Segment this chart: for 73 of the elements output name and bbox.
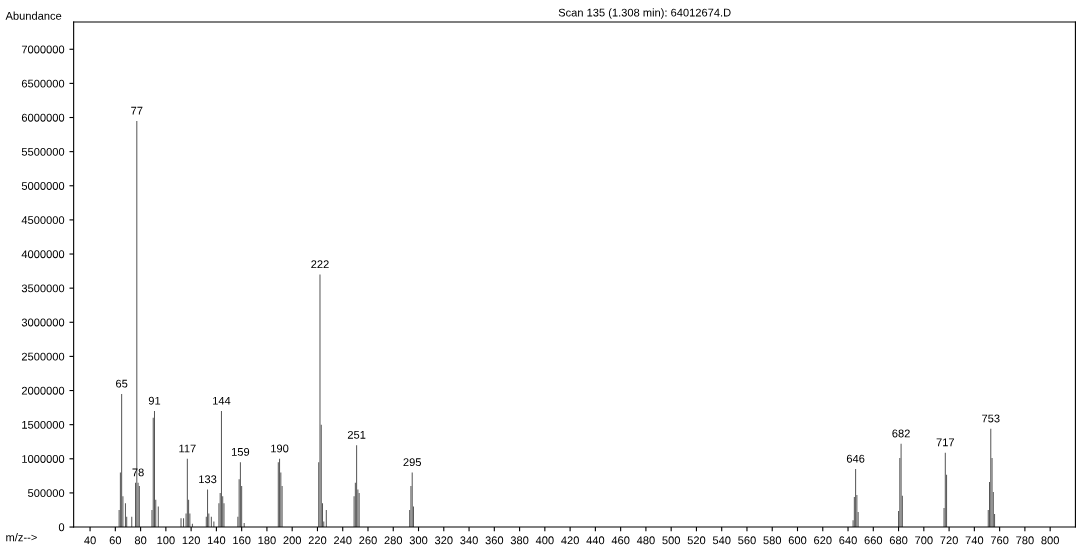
x-tick-label: 60 <box>109 536 122 545</box>
x-tick-label: 580 <box>763 536 782 545</box>
x-tick-label: 340 <box>460 536 478 545</box>
x-tick-label: 700 <box>915 536 933 545</box>
y-tick-label: 500000 <box>27 489 65 498</box>
x-tick-label: 160 <box>233 536 251 545</box>
x-tick-label: 260 <box>359 536 377 545</box>
x-tick-label: 180 <box>258 536 276 545</box>
annotation: 65 <box>116 379 128 388</box>
x-tick-label: 500 <box>662 536 681 545</box>
annotation: 251 <box>347 430 366 439</box>
x-tick-label: 560 <box>738 536 756 545</box>
y-tick-label: 5500000 <box>21 147 65 156</box>
x-tick-label: 460 <box>611 536 630 545</box>
annotation: 78 <box>132 468 144 477</box>
annotation: 159 <box>231 447 250 456</box>
x-tick-label: 100 <box>157 536 175 545</box>
x-tick-label: 440 <box>586 536 605 545</box>
y-tick-label: 4000000 <box>21 250 65 259</box>
x-tick-label: 140 <box>207 536 226 545</box>
y-tick-label: 6000000 <box>21 113 65 122</box>
y-tick-label: 1500000 <box>22 420 65 429</box>
y-tick-label: 2500000 <box>21 352 65 361</box>
x-tick-label: 320 <box>434 536 453 545</box>
x-tick-label: 720 <box>940 536 958 545</box>
x-tick-label: 420 <box>561 536 579 545</box>
annotation: 190 <box>271 444 289 453</box>
x-axis-title: m/z--> <box>6 533 37 542</box>
x-tick-label: 300 <box>409 536 428 545</box>
x-tick-label: 360 <box>485 536 504 545</box>
annotation: 117 <box>179 444 196 453</box>
x-tick-label: 520 <box>687 536 706 545</box>
x-tick-label: 680 <box>889 536 908 545</box>
annotation: 682 <box>892 429 910 438</box>
y-tick-label: 6500000 <box>21 79 65 88</box>
y-tick-label: 1000000 <box>22 455 65 463</box>
x-tick-label: 760 <box>990 536 1009 545</box>
annotation: 717 <box>936 438 955 447</box>
x-tick-label: 280 <box>384 536 403 545</box>
x-tick-label: 660 <box>864 536 883 545</box>
annotation: 222 <box>311 260 329 269</box>
x-tick-label: 600 <box>788 536 807 545</box>
annotation: 646 <box>846 454 865 463</box>
y-tick-label: 0 <box>58 523 65 532</box>
x-tick-label: 240 <box>334 536 352 545</box>
x-tick-label: 40 <box>84 536 96 545</box>
x-tick-label: 540 <box>712 536 731 545</box>
chart-title: Scan 135 (1.308 min): 64012674.D <box>558 8 731 19</box>
x-tick-label: 220 <box>308 536 327 545</box>
x-tick-label: 480 <box>636 536 655 545</box>
x-tick-label: 200 <box>283 536 302 545</box>
y-tick-label: 2000000 <box>21 386 65 395</box>
x-tick-label: 780 <box>1016 536 1034 545</box>
y-tick-label: 7000000 <box>21 45 65 54</box>
x-tick-label: 380 <box>510 536 529 545</box>
x-tick-label: 800 <box>1041 536 1059 545</box>
y-tick-label: 3000000 <box>21 318 65 327</box>
x-tick-label: 400 <box>535 536 554 545</box>
x-tick-label: 640 <box>839 536 857 545</box>
annotation: 77 <box>131 106 143 115</box>
y-tick-label: 3500000 <box>21 284 65 293</box>
annotation: 91 <box>148 396 161 405</box>
annotation: 144 <box>213 396 231 405</box>
annotation: 295 <box>403 458 422 467</box>
annotation: 133 <box>199 475 217 484</box>
x-tick-label: 620 <box>814 536 832 545</box>
x-tick-label: 120 <box>182 536 200 545</box>
y-axis-title: Abundance <box>5 11 62 20</box>
y-tick-label: 4500000 <box>21 216 65 225</box>
y-tick-label: 5000000 <box>21 182 65 190</box>
x-tick-label: 740 <box>965 536 984 545</box>
annotation: 753 <box>982 414 1000 423</box>
x-tick-label: 80 <box>134 536 147 545</box>
